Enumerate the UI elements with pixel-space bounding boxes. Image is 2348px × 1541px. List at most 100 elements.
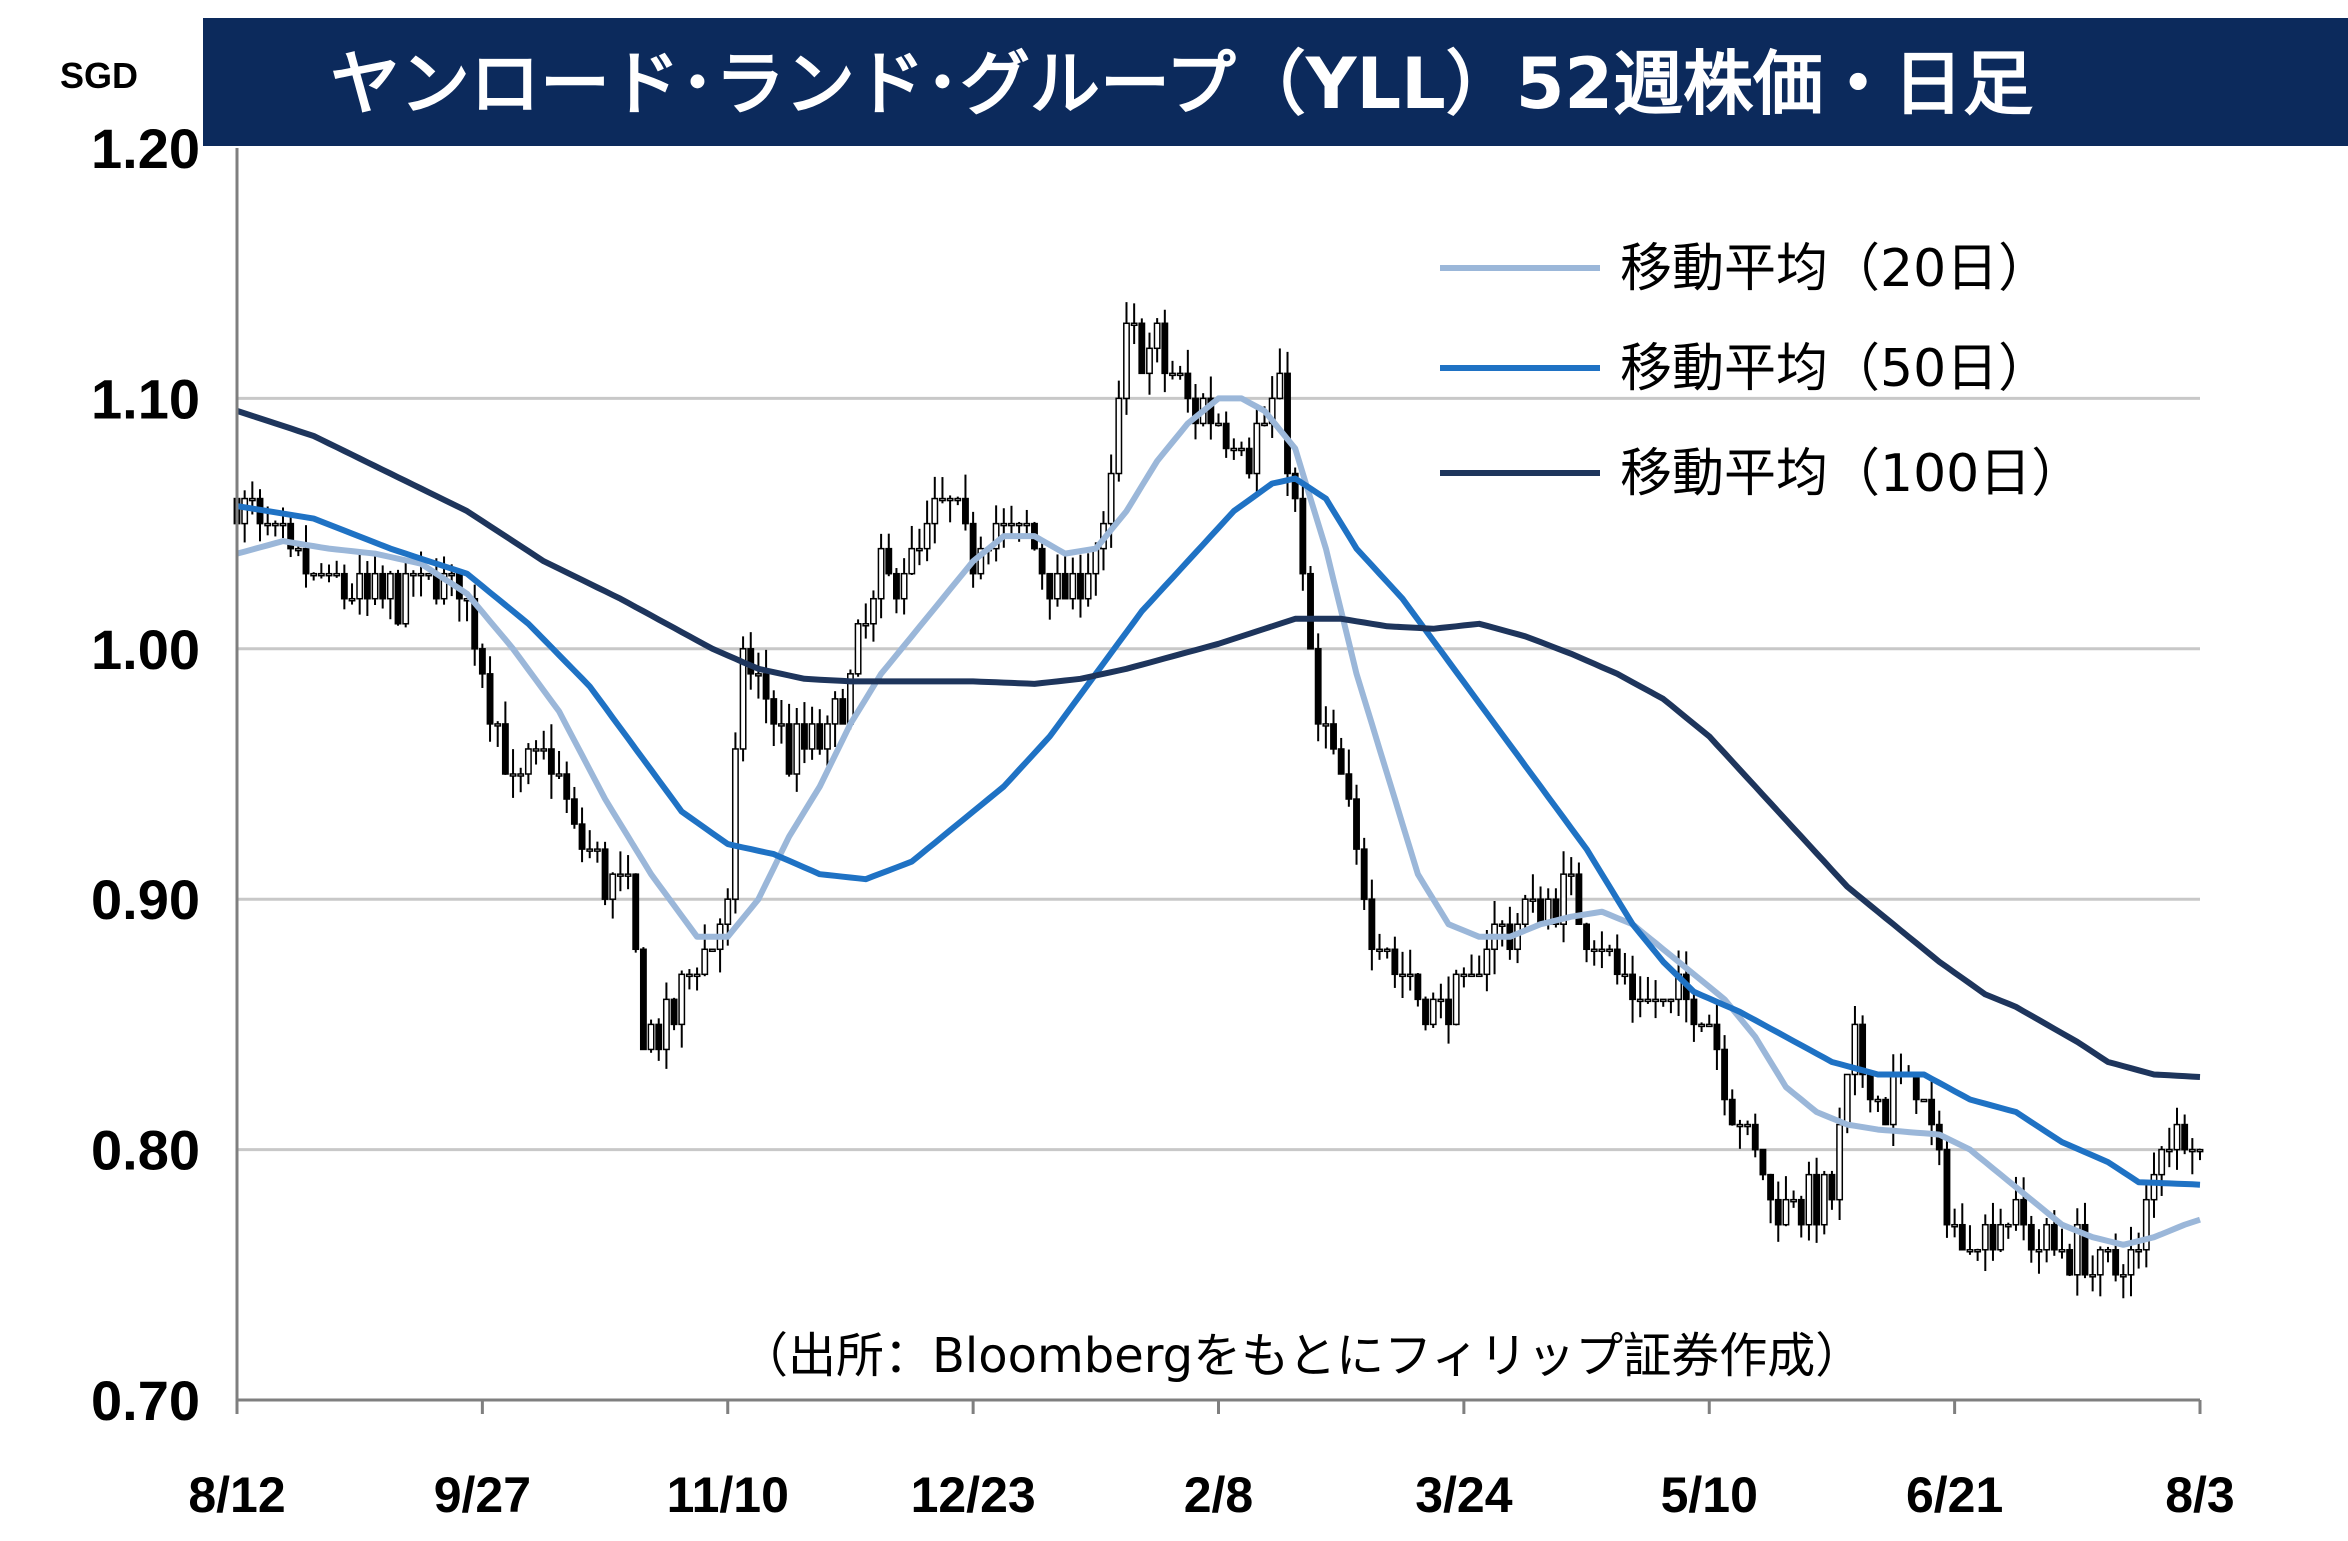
candle-body (1621, 973, 1629, 978)
candle-body (2142, 1198, 2150, 1251)
candle-body (348, 597, 356, 602)
y-tick-label: 1.10 (91, 367, 200, 430)
candle-body (1406, 973, 1414, 978)
candle-body (931, 497, 939, 525)
candle-body (1276, 372, 1284, 400)
candle-body (1767, 1173, 1775, 1201)
candle-body (310, 572, 318, 577)
ma100-line (236, 408, 2201, 1080)
candle-body (1843, 1073, 1851, 1126)
candle-body (1054, 572, 1061, 600)
x-tick-label: 2/8 (1184, 1467, 1254, 1523)
candle-body (1874, 1098, 1882, 1103)
candle-body (1284, 372, 1291, 475)
candle-body (770, 698, 778, 725)
candle-body (570, 798, 578, 825)
candle-body (1636, 998, 1644, 1003)
candle-body (1368, 898, 1376, 951)
candle-body (586, 848, 594, 852)
candle-body (363, 572, 371, 600)
candle-body (655, 1023, 663, 1051)
candle-body (1560, 873, 1567, 925)
candle-body (2196, 1148, 2204, 1153)
candle-body (685, 973, 693, 978)
candle-body (1751, 1123, 1759, 1151)
candle-body (701, 948, 709, 976)
candle-body (1077, 572, 1084, 600)
y-tick-label: 0.80 (91, 1119, 200, 1182)
candle-body (1813, 1173, 1821, 1226)
candle-body (1713, 1023, 1721, 1051)
candle-body (823, 723, 831, 750)
candle-body (425, 572, 433, 577)
candle-body (486, 673, 494, 725)
y-unit-label: SGD (60, 55, 138, 96)
candle-body (1928, 1098, 1936, 1126)
candle-body (946, 497, 954, 502)
legend: 移動平均（20日） 移動平均（50日） 移動平均（100日） (1440, 239, 2083, 504)
candle-body (1169, 372, 1176, 377)
candle-body (1836, 1123, 1844, 1201)
candle-body (248, 497, 256, 502)
candle-body (1084, 572, 1092, 600)
candle-body (2050, 1223, 2058, 1251)
candle-body (2150, 1173, 2158, 1201)
candle-body (2035, 1249, 2043, 1253)
candle-body (2027, 1223, 2035, 1251)
candle-body (440, 572, 448, 600)
candle-body (785, 723, 793, 775)
candle-body (1790, 1198, 1798, 1203)
candle-body (923, 522, 931, 550)
candle-body (356, 572, 364, 600)
candle-body (1575, 873, 1583, 925)
source-note: （出所：Bloombergをもとにフィリップ証券作成） (740, 1328, 1863, 1384)
candle-body (1966, 1249, 1974, 1253)
candle-body (2135, 1249, 2143, 1253)
candle-body (448, 572, 456, 577)
candle-body (402, 572, 410, 625)
candle-body (1468, 973, 1475, 978)
candle-body (1061, 572, 1069, 600)
candle-body (724, 898, 732, 925)
candle-body (1583, 923, 1590, 951)
candle-body (1391, 948, 1399, 976)
candle-body (962, 497, 969, 525)
candle-body (563, 773, 571, 800)
candle-body (2173, 1123, 2181, 1151)
candle-body (754, 673, 762, 677)
candle-body (2020, 1198, 2028, 1226)
candle-body (1598, 948, 1606, 953)
candle-body (1567, 873, 1575, 877)
candle-body (954, 497, 962, 502)
candle-body (831, 698, 839, 725)
candle-body (908, 547, 916, 575)
candle-body (1529, 898, 1537, 902)
candle-body (1721, 1048, 1729, 1101)
candle-body (1958, 1223, 1966, 1251)
candle-body (1797, 1198, 1805, 1226)
candle-body (1353, 798, 1360, 850)
candle-body (394, 572, 402, 625)
candle-body (302, 547, 310, 575)
candle-body (1445, 998, 1452, 1026)
candle-body (708, 948, 716, 953)
candle-body (1912, 1073, 1920, 1101)
candle-body (317, 572, 325, 577)
candle-body (969, 522, 977, 575)
candle-body (1192, 397, 1199, 425)
candle-body (1399, 973, 1406, 978)
candle-body (1736, 1123, 1744, 1128)
candle-body (1238, 447, 1245, 452)
candle-body (777, 723, 785, 727)
candle-body (616, 873, 624, 877)
candle-body (2096, 1249, 2104, 1276)
candle-body (2112, 1249, 2120, 1276)
candle-body (2004, 1223, 2012, 1228)
candle-body (271, 522, 279, 527)
candle-body (1698, 1023, 1706, 1028)
candle-body (1314, 648, 1322, 725)
candle-body (1613, 948, 1621, 976)
candle-body (1245, 447, 1253, 475)
candle-body (2058, 1249, 2066, 1253)
candle-body (1184, 372, 1192, 400)
